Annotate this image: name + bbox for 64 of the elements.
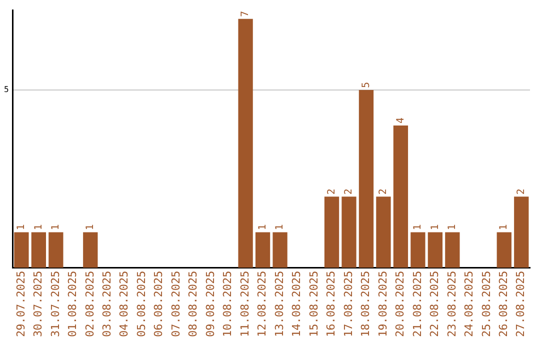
- x-tick-label: 25.08.2025: [480, 270, 493, 338]
- x-tick-label: 22.08.2025: [428, 270, 442, 338]
- data-label: 1: [447, 224, 458, 230]
- bar: [376, 196, 391, 268]
- bar: [255, 232, 270, 268]
- data-label: 1: [430, 224, 441, 230]
- data-label: 2: [516, 188, 527, 195]
- bar: [14, 232, 29, 268]
- data-label: 2: [326, 188, 338, 195]
- x-tick-label: 26.08.2025: [497, 270, 510, 338]
- x-tick-label: 30.07.2025: [32, 270, 45, 338]
- x-tick-label: 11.08.2025: [238, 270, 252, 338]
- bar: [410, 232, 426, 268]
- data-label: 2: [378, 188, 390, 195]
- x-tick-label: 09.08.2025: [204, 270, 217, 338]
- bar: [358, 90, 374, 268]
- bar: [445, 232, 460, 268]
- bar: [238, 18, 253, 268]
- x-tick-label: 03.08.2025: [100, 270, 114, 338]
- data-label: 1: [16, 224, 28, 230]
- bar: [324, 196, 340, 268]
- x-tick-label: 19.08.2025: [376, 270, 390, 338]
- x-tick-label: 17.08.2025: [342, 270, 355, 338]
- x-tick-label: 23.08.2025: [445, 270, 458, 338]
- data-label: 1: [498, 224, 510, 230]
- x-tick-label: 21.08.2025: [410, 270, 424, 338]
- bar: [342, 196, 356, 268]
- x-tick-label: 02.08.2025: [83, 270, 96, 338]
- data-label: 1: [257, 224, 268, 230]
- x-tick-label: 24.08.2025: [462, 270, 476, 338]
- data-label: 7: [240, 10, 252, 17]
- bar: [428, 232, 443, 268]
- data-label: 5: [360, 82, 372, 88]
- data-label: 4: [395, 118, 406, 124]
- x-tick-label: 05.08.2025: [134, 270, 148, 338]
- x-tick-label: 16.08.2025: [324, 270, 338, 338]
- bar: [514, 196, 529, 268]
- data-label: 1: [50, 224, 62, 230]
- data-label: 2: [344, 188, 355, 195]
- data-label: 1: [274, 224, 286, 230]
- bar: [48, 232, 64, 268]
- x-tick-label: 06.08.2025: [152, 270, 166, 338]
- bar: [83, 232, 98, 268]
- x-tick-label: 20.08.2025: [394, 270, 407, 338]
- x-tick-label: 07.08.2025: [169, 270, 182, 338]
- data-label: 1: [84, 224, 96, 230]
- x-tick-label: 14.08.2025: [290, 270, 304, 338]
- data-label: 1: [412, 224, 424, 230]
- bar: [31, 232, 46, 268]
- x-tick-label: 08.08.2025: [186, 270, 200, 338]
- bar: [496, 232, 512, 268]
- x-tick-label: 29.07.2025: [14, 270, 28, 338]
- x-tick-label: 18.08.2025: [359, 270, 372, 338]
- data-label: 1: [33, 224, 44, 230]
- x-tick-label: 10.08.2025: [221, 270, 234, 338]
- x-tick-label: 27.08.2025: [514, 270, 528, 338]
- x-tick-label: 12.08.2025: [256, 270, 269, 338]
- x-tick-label: 31.07.2025: [48, 270, 62, 338]
- x-tick-label: 13.08.2025: [272, 270, 286, 338]
- x-tick-label: 15.08.2025: [307, 270, 320, 338]
- x-tick-label: 01.08.2025: [66, 270, 80, 338]
- bar: [272, 232, 288, 268]
- x-tick-label: 04.08.2025: [118, 270, 131, 338]
- bar: [393, 126, 408, 268]
